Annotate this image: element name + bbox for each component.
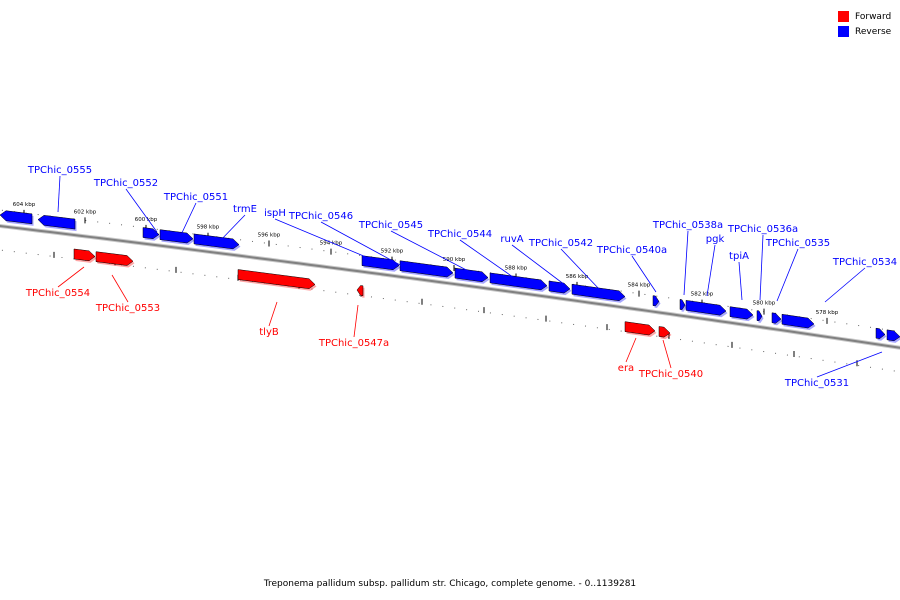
forward-gene-arrow: [237, 269, 317, 291]
reverse-gene-arrow: [679, 299, 687, 312]
gene-label-tpchic-0536a: TPChic_0536a: [727, 224, 798, 301]
reverse-gene-arrow: [781, 313, 816, 331]
tick-label: 592 kbp: [381, 249, 404, 255]
svg-text:TPChic_0553: TPChic_0553: [95, 303, 160, 314]
svg-text:ruvA: ruvA: [500, 234, 523, 245]
forward-gene-arrow: [356, 285, 365, 298]
genome-backbone: [0, 224, 900, 349]
svg-text:TPChic_0547a: TPChic_0547a: [318, 338, 389, 349]
legend: Forward Reverse: [838, 9, 898, 39]
svg-text:TPChic_0542: TPChic_0542: [528, 238, 593, 249]
tick-label: 586 kbp: [566, 274, 589, 280]
reverse-gene-arrow: [685, 300, 728, 318]
tick-label: 588 kbp: [505, 265, 528, 271]
gene-label-tpchic-0538a: TPChic_0538a: [652, 220, 723, 296]
tick-label: 598 kbp: [197, 225, 220, 231]
reverse-gene-arrow: [771, 312, 783, 326]
svg-text:tpiA: tpiA: [729, 251, 749, 262]
reverse-gene-arrow: [756, 310, 764, 323]
legend-forward: Forward: [838, 9, 898, 24]
reverse-gene-arrow: [454, 267, 490, 284]
forward-swatch: [838, 11, 849, 22]
gene-label-era: era: [618, 337, 637, 374]
reverse-gene-arrow: [399, 260, 455, 280]
svg-text:TPChic_0552: TPChic_0552: [93, 178, 158, 189]
svg-text:TPChic_0535: TPChic_0535: [765, 238, 830, 249]
svg-text:TPChic_0555: TPChic_0555: [27, 165, 92, 176]
reverse-gene-arrow: [193, 233, 241, 251]
gene-label-ruva: ruvA: [500, 234, 566, 286]
tick-label: 602 kbp: [74, 209, 97, 215]
gene-label-tpchic-0540a: TPChic_0540a: [596, 245, 667, 293]
svg-text:pgk: pgk: [706, 234, 725, 245]
gene-label-tpchic-0542: TPChic_0542: [528, 238, 601, 291]
tick-label: 604 kbp: [13, 202, 36, 208]
reverse-gene-arrow: [37, 215, 77, 232]
gene-label-tpchic-0552: TPChic_0552: [93, 178, 158, 233]
reverse-gene-arrow: [729, 306, 755, 322]
svg-text:TPChic_0551: TPChic_0551: [163, 192, 228, 203]
tick-label: 582 kbp: [691, 292, 714, 298]
reverse-gene-arrow: [875, 327, 887, 341]
gene-label-tpchic-0534: TPChic_0534: [824, 257, 897, 303]
gene-label-tpchic-0546: TPChic_0546: [288, 211, 403, 267]
tick-label: 584 kbp: [628, 283, 651, 289]
legend-reverse: Reverse: [838, 24, 898, 39]
gene-label-pgk: pgk: [706, 234, 725, 297]
gene-label-tpchic-0554: TPChic_0554: [25, 266, 90, 299]
svg-text:era: era: [618, 363, 634, 374]
tick-label: 590 kbp: [443, 257, 466, 263]
gene-label-tpchic-0540: TPChic_0540: [638, 339, 703, 380]
svg-text:trmE: trmE: [233, 204, 257, 215]
tick-label: 578 kbp: [816, 310, 839, 316]
svg-text:TPChic_0531: TPChic_0531: [784, 378, 849, 389]
svg-text:TPChic_0538a: TPChic_0538a: [652, 220, 723, 231]
gene-label-tlyb: tlyB: [259, 301, 279, 338]
tick-label: 594 kbp: [320, 241, 343, 247]
forward-gene-arrow: [658, 326, 672, 340]
forward-gene-arrow: [73, 248, 97, 263]
reverse-gene-arrow: [159, 229, 195, 246]
reverse-gene-arrow: [548, 280, 572, 296]
svg-text:TPChic_0554: TPChic_0554: [25, 288, 90, 299]
reverse-gene-arrow: [142, 227, 161, 241]
forward-gene-arrow: [624, 321, 657, 338]
gene-label-isph: ispH: [264, 208, 379, 263]
svg-text:TPChic_0534: TPChic_0534: [832, 257, 897, 268]
reverse-swatch: [838, 26, 849, 37]
reverse-gene-arrow: [571, 283, 627, 303]
scale-ticks: 604 kbp 602 kbp 600 kbp 598 kbp 596 kbp 594 k…: [13, 202, 858, 367]
gene-label-tpchic-0551: TPChic_0551: [163, 192, 228, 238]
tick-label: 580 kbp: [753, 301, 776, 307]
svg-text:TPChic_0544: TPChic_0544: [427, 229, 492, 240]
gene-label-tpchic-0531: TPChic_0531: [784, 351, 883, 389]
legend-forward-label: Forward: [855, 11, 892, 22]
svg-text:TPChic_0536a: TPChic_0536a: [727, 224, 798, 235]
tick-label: 596 kbp: [258, 233, 281, 239]
gene-label-tpchic-0547a: TPChic_0547a: [318, 304, 389, 349]
svg-text:ispH: ispH: [264, 208, 286, 219]
reverse-gene-arrow: [0, 210, 34, 226]
svg-text:TPChic_0540: TPChic_0540: [638, 369, 703, 380]
svg-text:TPChic_0545: TPChic_0545: [358, 220, 423, 231]
map-caption: Treponema pallidum subsp. pallidum str. …: [263, 579, 637, 589]
gene-label-tpchic-0545: TPChic_0545: [358, 220, 479, 277]
gene-label-tpchic-0544: TPChic_0544: [427, 229, 521, 283]
forward-gene-arrow: [95, 251, 135, 268]
gene-label-trme: trmE: [217, 204, 257, 244]
legend-reverse-label: Reverse: [855, 26, 892, 37]
svg-text:tlyB: tlyB: [259, 327, 279, 338]
gene-label-tpchic-0535: TPChic_0535: [765, 238, 830, 302]
svg-text:TPChic_0540a: TPChic_0540a: [596, 245, 667, 256]
reverse-gene-arrow: [652, 295, 661, 308]
reverse-gene-arrow: [886, 329, 900, 343]
gene-label-tpia: tpiA: [729, 251, 749, 301]
gene-label-tpchic-0553: TPChic_0553: [95, 274, 160, 314]
gene-label-tpchic-0555: TPChic_0555: [27, 165, 92, 213]
svg-text:TPChic_0546: TPChic_0546: [288, 211, 353, 222]
tick-label: 600 kbp: [135, 217, 158, 223]
